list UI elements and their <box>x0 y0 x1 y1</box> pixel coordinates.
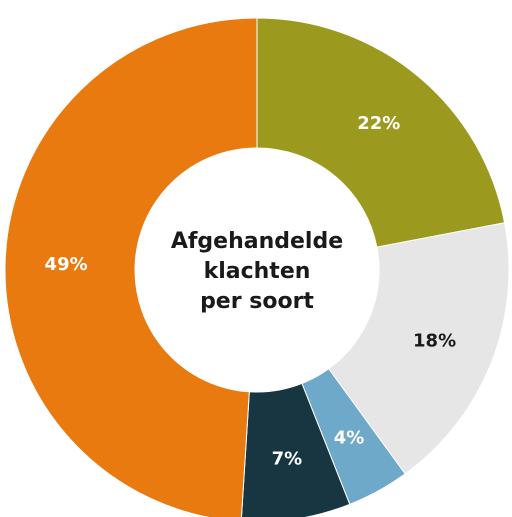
center-title-line-2: klachten <box>204 259 311 284</box>
center-title-line-3: per soort <box>200 289 314 314</box>
center-title-line-1: Afgehandelde <box>171 229 343 254</box>
slice-1 <box>328 222 510 475</box>
slice-4 <box>4 17 258 517</box>
slice-label-1: 18% <box>413 330 456 351</box>
slice-0 <box>256 17 506 248</box>
slice-label-2: 4% <box>334 427 365 448</box>
slice-label-3: 7% <box>272 449 303 470</box>
slice-3 <box>240 382 351 517</box>
slice-label-0: 22% <box>357 113 400 134</box>
donut-slices <box>4 17 510 517</box>
slice-label-4: 49% <box>45 254 88 275</box>
slice-labels: 22% 18% 4% 7% 49% <box>45 113 457 470</box>
